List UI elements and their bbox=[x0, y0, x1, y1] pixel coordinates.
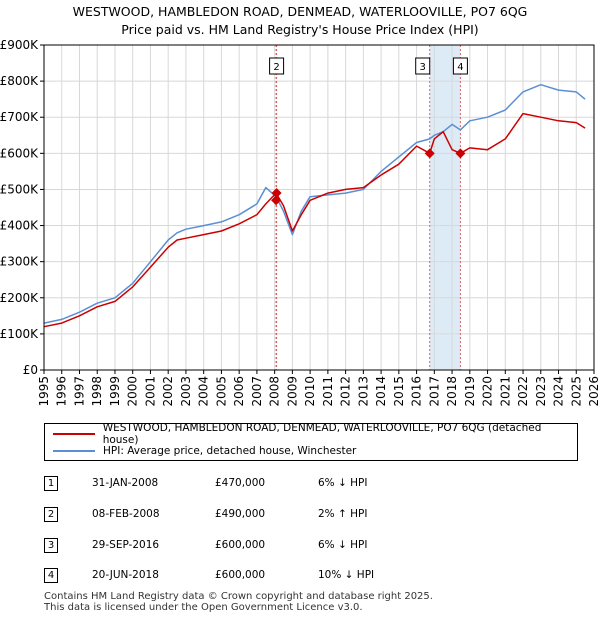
x-tick-label: 2003 bbox=[179, 376, 193, 407]
series-line-hpi bbox=[43, 83, 586, 324]
sale-point bbox=[271, 195, 282, 206]
sale-price: £600,000 bbox=[215, 539, 266, 551]
sale-row: 4 20-JUN-2018 £600,000 10% ↓ HPI bbox=[0, 568, 600, 586]
x-tick-label: 1996 bbox=[55, 376, 69, 407]
sale-hpi-diff: 6% ↓ HPI bbox=[318, 477, 368, 489]
footer-line-1: Contains HM Land Registry data © Crown c… bbox=[44, 591, 433, 602]
sale-row: 1 31-JAN-2008 £470,000 6% ↓ HPI bbox=[0, 476, 600, 494]
chart-subtitle: Price paid vs. HM Land Registry's House … bbox=[121, 22, 479, 37]
y-tick-label: £600K bbox=[0, 146, 39, 160]
sale-number-box: 1 bbox=[44, 476, 58, 491]
x-tick-label: 2012 bbox=[339, 376, 353, 407]
sale-label: 2 bbox=[273, 62, 279, 73]
sale-label-box bbox=[269, 57, 285, 75]
footer: Contains HM Land Registry data © Crown c… bbox=[44, 591, 433, 613]
x-tick-label: 2010 bbox=[303, 376, 317, 407]
sale-price: £600,000 bbox=[215, 569, 266, 581]
x-tick-label: 2014 bbox=[374, 376, 388, 407]
sale-date: 31-JAN-2008 bbox=[92, 477, 159, 489]
x-tick-label: 2015 bbox=[392, 376, 406, 407]
x-tick-label: 2020 bbox=[481, 376, 495, 407]
sale-price: £490,000 bbox=[215, 508, 266, 520]
x-tick-label: 2013 bbox=[356, 376, 370, 407]
x-tick-label: 2008 bbox=[268, 376, 282, 407]
sale-hpi-diff: 10% ↓ HPI bbox=[318, 569, 375, 581]
x-tick-label: 2001 bbox=[143, 376, 157, 407]
sale-label: 4 bbox=[457, 62, 463, 73]
legend-line-hpi bbox=[53, 450, 95, 452]
x-tick-label: 2019 bbox=[463, 376, 477, 407]
x-tick-label: 2024 bbox=[552, 376, 566, 407]
sale-row: 3 29-SEP-2016 £600,000 6% ↓ HPI bbox=[0, 538, 600, 556]
x-tick-label: 1999 bbox=[108, 376, 122, 407]
x-tick-label: 1998 bbox=[90, 376, 104, 407]
sale-label: 3 bbox=[420, 62, 426, 73]
y-tick-label: £800K bbox=[0, 74, 39, 88]
sale-date: 08-FEB-2008 bbox=[92, 508, 160, 520]
legend-item-property: WESTWOOD, HAMBLEDON ROAD, DENMEAD, WATER… bbox=[53, 422, 577, 446]
sale-hpi-diff: 2% ↑ HPI bbox=[318, 508, 368, 520]
y-tick-label: £200K bbox=[0, 291, 39, 305]
x-tick-label: 1995 bbox=[37, 376, 51, 407]
x-tick-label: 2016 bbox=[410, 376, 424, 407]
shaded-period bbox=[429, 45, 461, 370]
legend: WESTWOOD, HAMBLEDON ROAD, DENMEAD, WATER… bbox=[44, 422, 578, 461]
sale-date: 29-SEP-2016 bbox=[92, 539, 160, 551]
price-chart: 2 3 4 £0 £100K £200K £300K £400K £500K £600K £700… bbox=[0, 38, 600, 407]
y-tick-label: £400K bbox=[0, 219, 39, 233]
y-tick-label: £300K bbox=[0, 255, 39, 269]
legend-item-hpi: HPI: Average price, detached house, Winc… bbox=[53, 443, 356, 459]
sale-number-box: 3 bbox=[44, 538, 58, 553]
sale-label-box bbox=[452, 57, 468, 75]
legend-label-property: WESTWOOD, HAMBLEDON ROAD, DENMEAD, WATER… bbox=[102, 422, 542, 446]
x-tick-label: 2004 bbox=[197, 376, 211, 407]
legend-label-hpi: HPI: Average price, detached house, Winc… bbox=[103, 445, 357, 457]
x-tick-label: 2006 bbox=[232, 376, 246, 407]
legend-line-property bbox=[53, 433, 95, 435]
y-tick-label: £900K bbox=[0, 38, 39, 52]
x-tick-label: 2025 bbox=[569, 376, 583, 407]
x-tick-label: 2005 bbox=[214, 376, 228, 407]
sale-date: 20-JUN-2018 bbox=[92, 569, 159, 581]
x-tick-label: 2011 bbox=[321, 376, 335, 407]
y-tick-label: £500K bbox=[0, 182, 39, 196]
sale-point bbox=[455, 148, 466, 159]
sale-hpi-diff: 6% ↓ HPI bbox=[318, 539, 368, 551]
x-tick-label: 2009 bbox=[285, 376, 299, 407]
x-tick-label: 2021 bbox=[498, 376, 512, 407]
y-tick-label: £700K bbox=[0, 110, 39, 124]
x-tick-label: 2017 bbox=[427, 376, 441, 407]
chart-title: WESTWOOD, HAMBLEDON ROAD, DENMEAD, WATER… bbox=[72, 4, 528, 19]
x-tick-label: 2023 bbox=[534, 376, 548, 407]
x-tick-label: 2026 bbox=[587, 376, 600, 407]
x-tick-label: 2022 bbox=[516, 376, 530, 407]
sale-point bbox=[424, 148, 435, 159]
x-tick-label: 2007 bbox=[250, 376, 264, 407]
series-line-property bbox=[43, 112, 586, 328]
plot-frame bbox=[43, 44, 595, 371]
x-tick-label: 2018 bbox=[445, 376, 459, 407]
y-tick-label: £0 bbox=[23, 363, 38, 377]
sale-price: £470,000 bbox=[215, 477, 266, 489]
sale-row: 2 08-FEB-2008 £490,000 2% ↑ HPI bbox=[0, 507, 600, 525]
sale-point bbox=[271, 188, 282, 199]
sale-number-box: 4 bbox=[44, 568, 58, 583]
plot-area bbox=[44, 45, 594, 370]
x-tick-label: 1997 bbox=[72, 376, 86, 407]
sale-number-box: 2 bbox=[44, 507, 58, 522]
sale-label-box bbox=[415, 57, 431, 75]
y-tick-label: £100K bbox=[0, 327, 39, 341]
footer-line-2: This data is licensed under the Open Gov… bbox=[44, 602, 363, 613]
x-tick-label: 2002 bbox=[161, 376, 175, 407]
x-tick-label: 2000 bbox=[126, 376, 140, 407]
